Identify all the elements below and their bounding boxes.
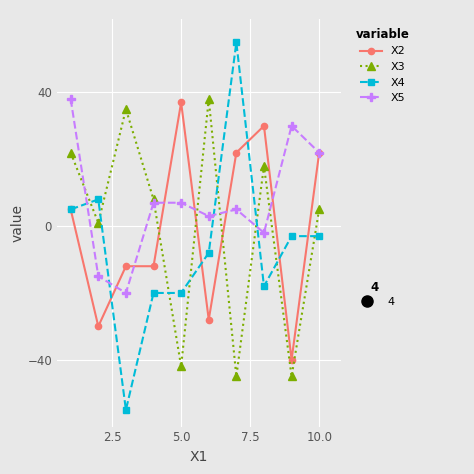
Legend: 4: 4 [353,277,397,310]
X-axis label: X1: X1 [190,450,208,464]
Y-axis label: value: value [10,204,25,242]
